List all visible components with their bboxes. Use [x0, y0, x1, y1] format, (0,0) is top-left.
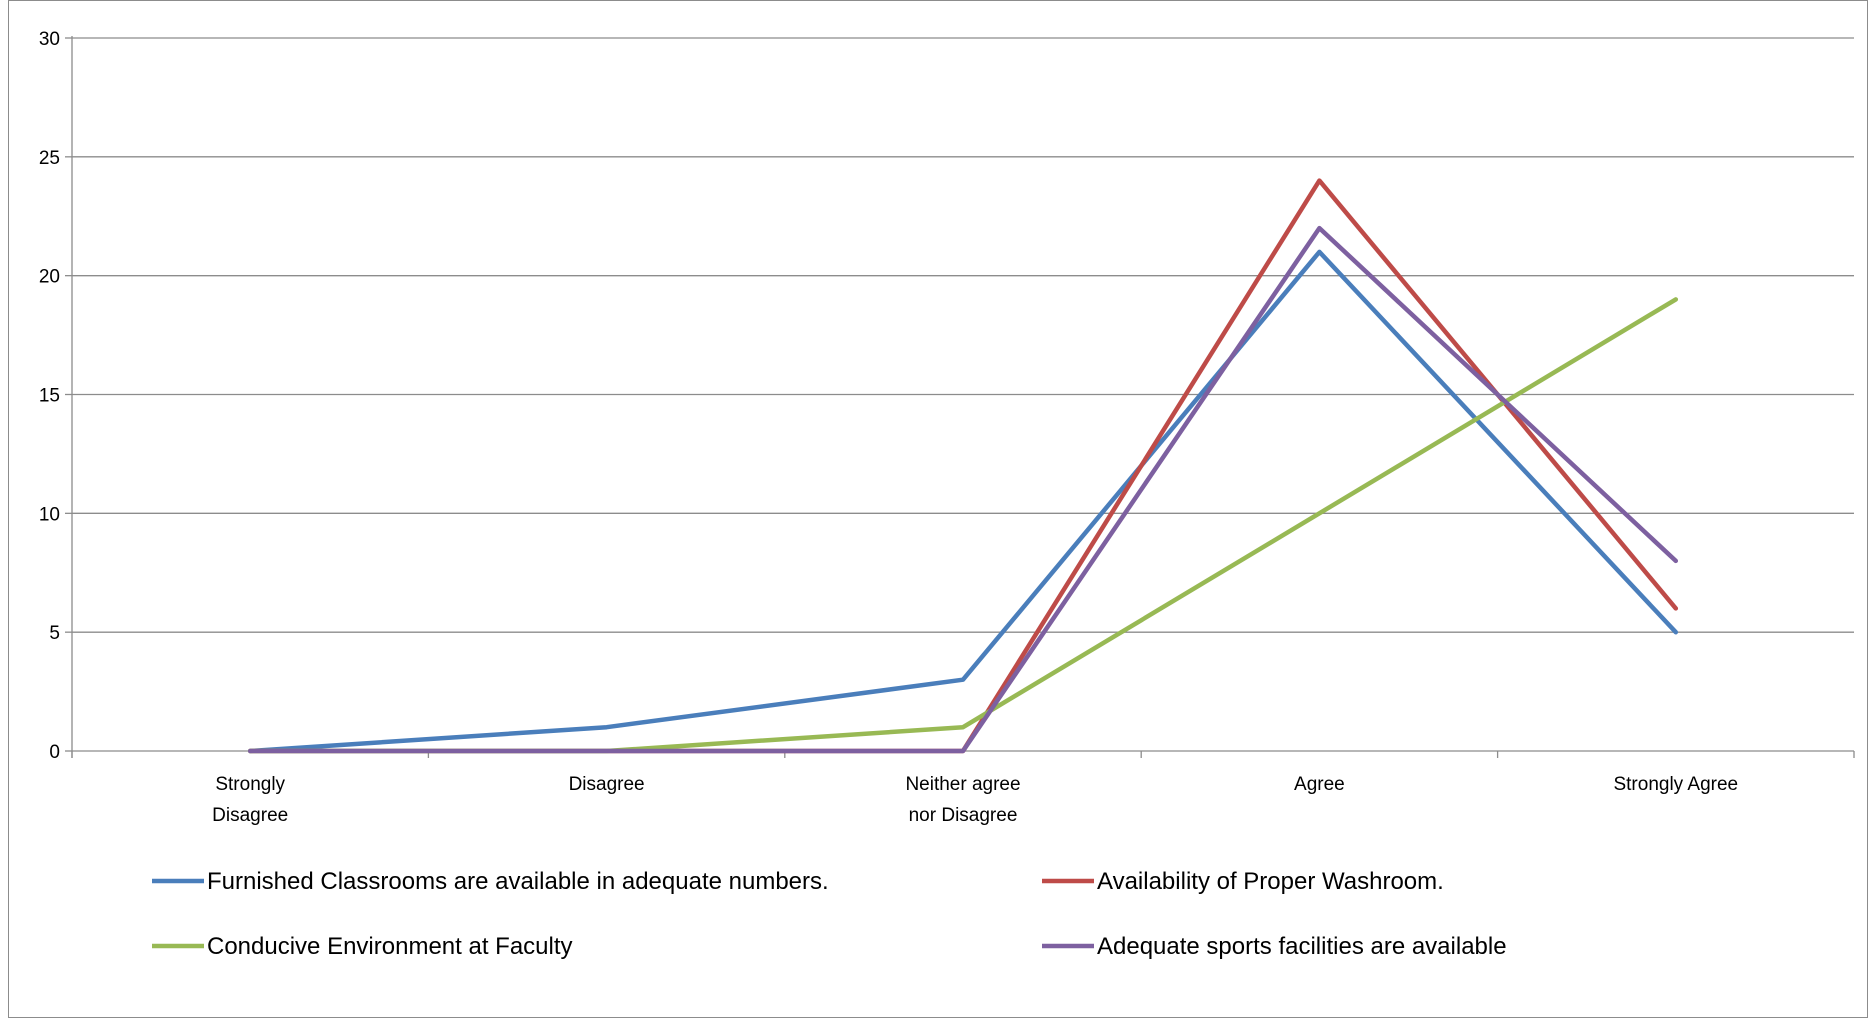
y-tick-label: 20 — [39, 267, 60, 288]
x-tick-label-line: Strongly Agree — [1613, 774, 1738, 795]
series-lines — [247, 178, 1679, 754]
x-tick-label: Disagree — [569, 774, 645, 795]
legend-label: Availability of Proper Washroom. — [1097, 868, 1444, 895]
y-tick-label: 30 — [39, 29, 60, 50]
gridlines — [72, 37, 1854, 633]
x-tick-label-line: Disagree — [212, 805, 288, 826]
x-tick-label: Neither agree nor Disagree — [905, 774, 1020, 826]
x-tick-label-line: Disagree — [569, 774, 645, 795]
x-tick-label: Strongly Disagree — [212, 774, 288, 826]
x-tick-label-line: Neither agree — [905, 774, 1020, 795]
y-tick-labels: 0 5 10 15 20 25 30 — [39, 29, 60, 763]
legend-label: Adequate sports facilities are available — [1097, 933, 1507, 960]
y-tick-label: 25 — [39, 148, 60, 169]
y-tick-label: 0 — [49, 742, 60, 763]
x-tick-labels: Strongly Disagree Disagree Neither agree nor… — [212, 774, 1738, 826]
chart-frame: 0 5 10 15 20 25 30 Strongly Disagree Disagree Nei… — [8, 0, 1868, 1018]
axes — [65, 36, 1855, 758]
series-line-3 — [247, 297, 1679, 754]
legend-label: Conducive Environment at Faculty — [207, 933, 573, 960]
series-line-4 — [247, 225, 1679, 754]
y-tick-label: 10 — [39, 504, 60, 525]
x-tick-label-line: Strongly — [215, 774, 285, 795]
x-tick-label: Agree — [1294, 774, 1345, 795]
x-tick-label-line: nor Disagree — [909, 805, 1018, 826]
line-chart: 0 5 10 15 20 25 30 Strongly Disagree Disagree Nei… — [39, 29, 1855, 960]
y-tick-label: 5 — [49, 623, 60, 644]
x-tick-label: Strongly Agree — [1613, 774, 1738, 795]
series-line-2 — [247, 178, 1679, 754]
x-tick-label-line: Agree — [1294, 774, 1345, 795]
y-tick-label: 15 — [39, 386, 60, 407]
series-line-1 — [247, 249, 1679, 754]
legend-label: Furnished Classrooms are available in ad… — [207, 868, 829, 895]
legend: Furnished Classrooms are available in ad… — [152, 868, 1507, 960]
